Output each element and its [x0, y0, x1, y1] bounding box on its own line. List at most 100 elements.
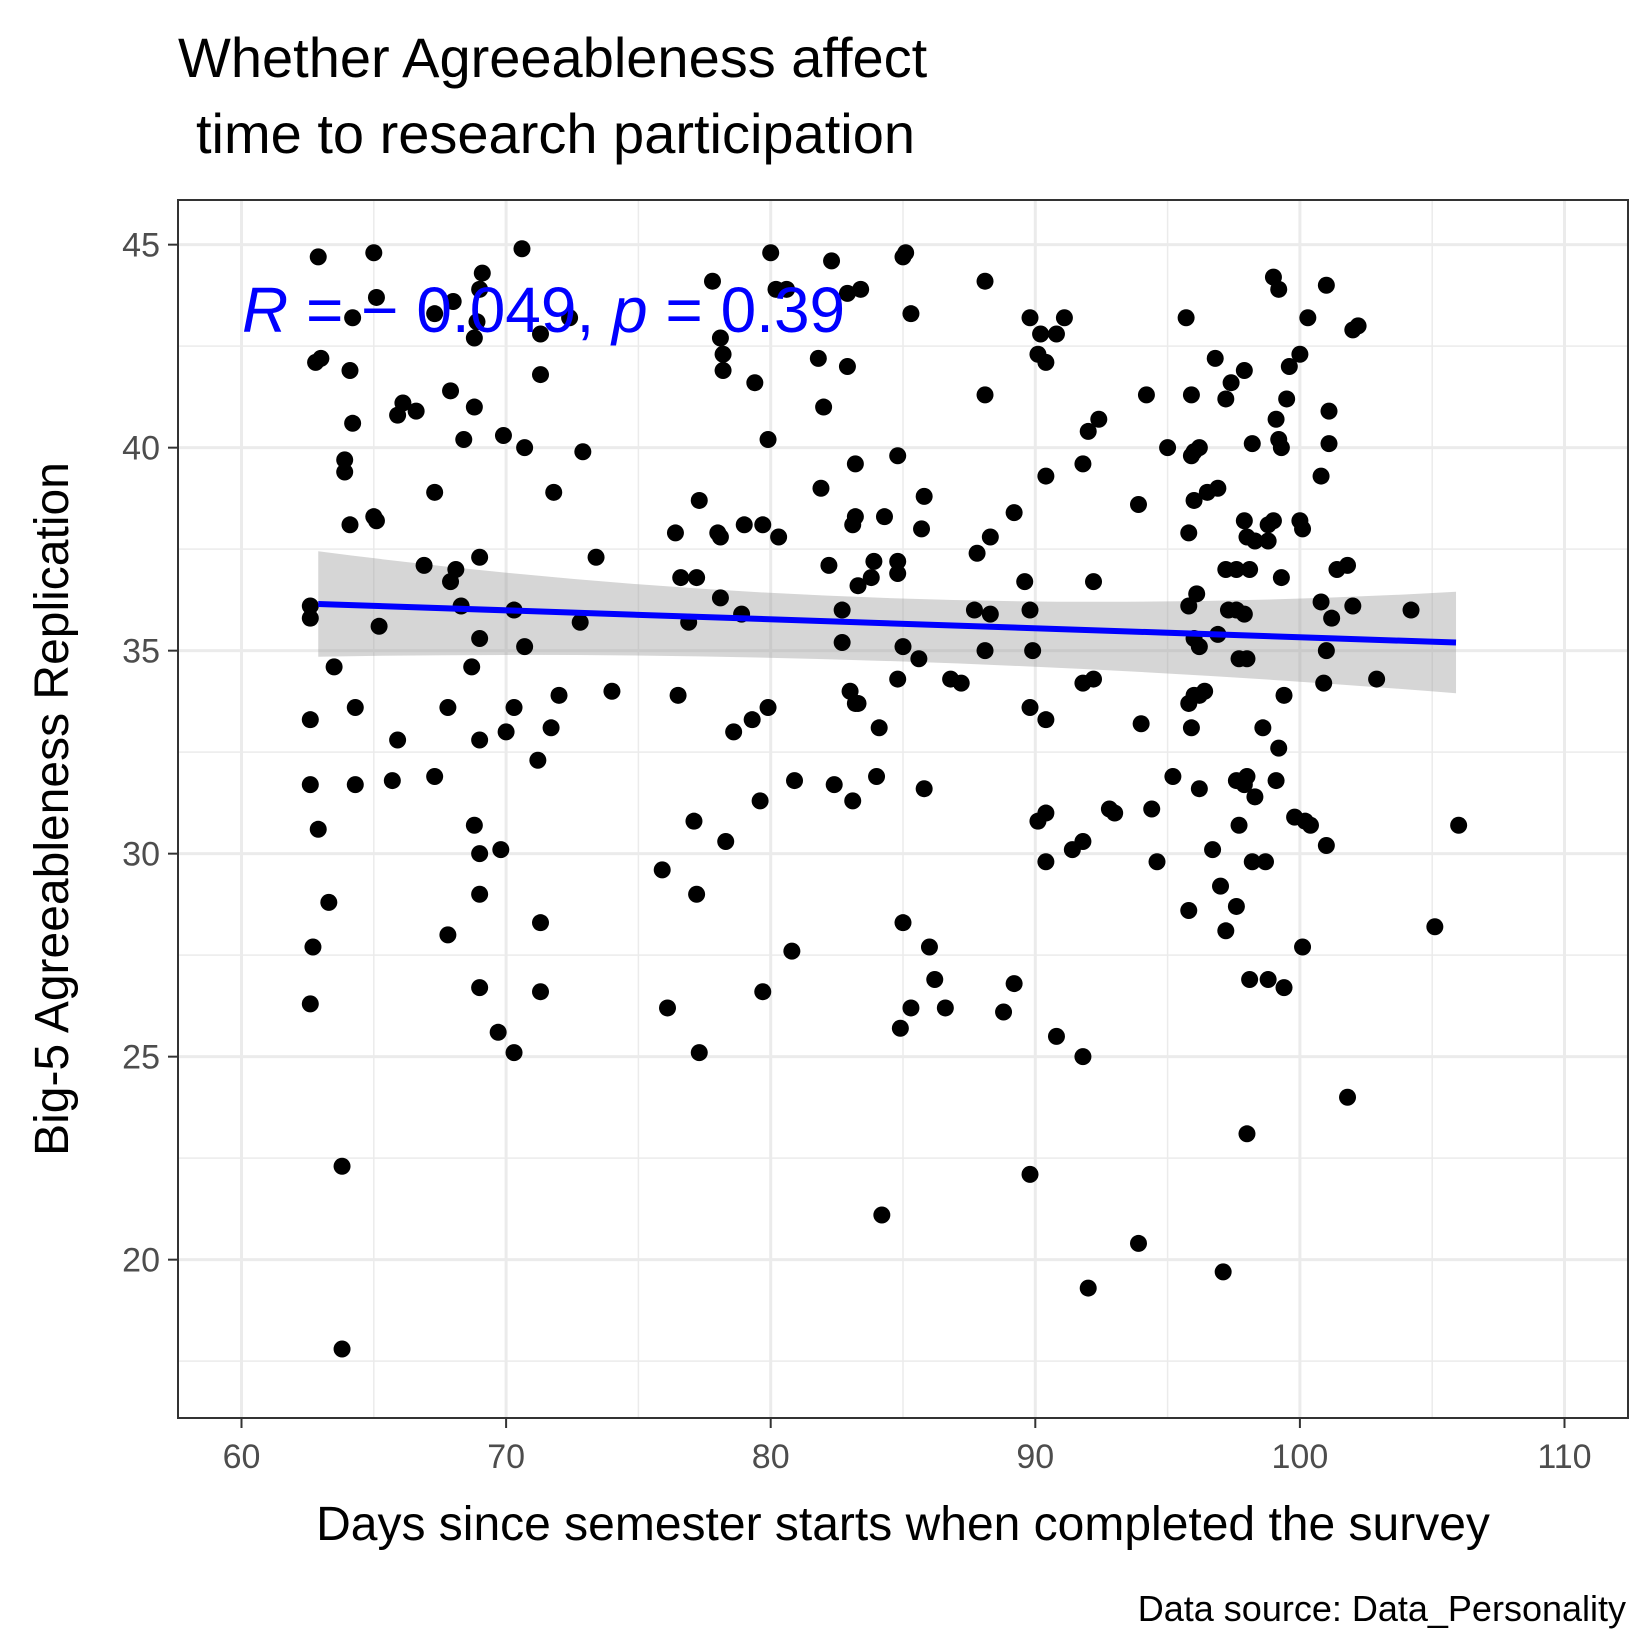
y-tick-label: 25 [122, 1039, 160, 1077]
data-point [439, 699, 457, 716]
y-tick-label: 40 [122, 430, 160, 468]
data-point [844, 792, 862, 810]
data-point [529, 751, 547, 769]
data-point [571, 613, 589, 631]
data-point [532, 325, 549, 343]
data-point [383, 772, 401, 790]
data-point [714, 345, 732, 363]
data-point [426, 305, 444, 323]
data-point [1294, 938, 1312, 956]
data-point [1005, 504, 1023, 522]
data-point [505, 699, 523, 716]
data-point [688, 569, 706, 587]
data-point [471, 280, 489, 298]
data-point [471, 548, 489, 566]
data-point [833, 601, 851, 619]
data-point [415, 556, 433, 574]
data-point [1270, 739, 1288, 757]
data-point [838, 284, 856, 302]
data-point [465, 816, 483, 834]
data-point [981, 605, 999, 623]
data-point [301, 995, 319, 1013]
data-point [365, 244, 383, 262]
data-point [1090, 410, 1108, 428]
data-point [1323, 609, 1341, 627]
data-point [759, 699, 777, 716]
data-point [1230, 816, 1248, 834]
data-point [333, 1340, 351, 1358]
data-point [746, 374, 764, 392]
data-point [444, 293, 462, 310]
data-point [1047, 325, 1065, 343]
data-point [703, 272, 721, 290]
data-point [497, 723, 515, 741]
data-point [762, 244, 780, 262]
data-point [1190, 638, 1208, 656]
data-point [846, 455, 864, 473]
data-point [1257, 853, 1274, 871]
data-point [473, 264, 491, 282]
data-point [926, 971, 944, 989]
data-point [1254, 719, 1272, 737]
data-point [542, 719, 560, 737]
data-point [1272, 439, 1290, 457]
data-point [965, 601, 983, 619]
data-point [471, 979, 489, 997]
data-point [1100, 800, 1118, 818]
data-point [1235, 362, 1253, 380]
data-point [367, 288, 385, 306]
x-axis-ticks: 60 70 80 90 100 110 [223, 1418, 1592, 1476]
r-symbol: R [242, 274, 288, 346]
data-point [849, 694, 867, 712]
data-point [1275, 979, 1293, 997]
data-point [889, 552, 907, 570]
data-point [936, 999, 954, 1017]
data-point [1212, 877, 1230, 895]
data-point [873, 1206, 891, 1224]
data-point [1074, 455, 1092, 473]
data-point [1129, 496, 1147, 513]
x-tick-label: 80 [752, 1438, 790, 1476]
data-point [1206, 349, 1224, 367]
p-value: = 0.39 [648, 274, 846, 346]
data-point [1243, 853, 1261, 871]
data-point [868, 768, 886, 786]
data-point [346, 776, 364, 794]
data-point [735, 516, 753, 534]
data-point [1217, 922, 1235, 940]
data-point [968, 544, 986, 562]
data-point [603, 682, 621, 700]
data-point [1368, 670, 1386, 688]
data-point [1402, 601, 1420, 619]
data-point [711, 589, 729, 607]
data-point [870, 719, 888, 737]
data-point [532, 366, 549, 384]
data-point [1021, 1165, 1039, 1183]
data-point [849, 577, 867, 595]
data-point [1241, 971, 1259, 989]
x-tick-label: 70 [487, 1438, 525, 1476]
data-point [1190, 439, 1208, 457]
data-point [838, 357, 856, 375]
data-point [743, 711, 761, 729]
data-point [307, 353, 325, 371]
p-symbol: p [610, 274, 648, 346]
data-point [1243, 435, 1261, 453]
data-point [1037, 853, 1055, 871]
data-point [759, 431, 777, 449]
data-point [1301, 816, 1319, 834]
data-point [344, 414, 362, 432]
data-point [815, 398, 833, 416]
data-point [1132, 715, 1150, 733]
data-point [1344, 597, 1362, 615]
data-point [1180, 902, 1198, 919]
data-point [1312, 467, 1330, 485]
data-point [690, 1044, 708, 1062]
correlation-annotation: R = − 0.049, p = 0.39 [242, 274, 845, 346]
data-point [875, 508, 893, 526]
y-axis-label: Big-5 Agreeableness Replication [26, 462, 79, 1156]
fit-line [318, 600, 1457, 646]
data-point [1264, 512, 1282, 530]
data-point [976, 386, 994, 404]
